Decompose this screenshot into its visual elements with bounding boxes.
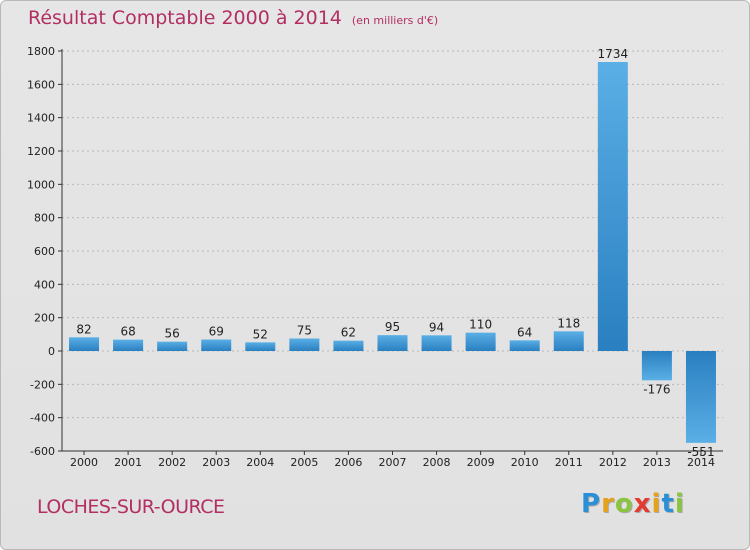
bar [201,339,232,351]
x-tick-label: 2009 [467,456,495,469]
y-tick-label: 1600 [27,78,55,91]
logo-letter: o [614,489,634,519]
data-label: 56 [165,327,180,341]
x-tick-label: 2006 [334,456,362,469]
bar [245,342,276,351]
x-tick-label: 2005 [290,456,318,469]
bar [289,338,320,351]
bar [333,340,364,351]
y-tick-label: 1800 [27,45,55,58]
bar [641,351,672,381]
data-label: 110 [469,318,492,332]
bar [465,332,496,351]
chart-subtitle: (en milliers d'€) [351,14,439,27]
data-label: 52 [253,327,268,341]
data-label: 1734 [598,47,629,61]
data-label: 64 [517,325,532,339]
y-tick-label: 800 [34,212,55,225]
x-tick-label: 2002 [158,456,186,469]
bar [685,351,716,443]
x-tick-label: 2004 [246,456,274,469]
data-label: 94 [429,320,444,334]
x-tick-label: 2011 [555,456,583,469]
bar [553,331,584,351]
data-label: 82 [76,322,91,336]
x-tick-label: 2001 [114,456,142,469]
y-tick-label: 400 [34,278,55,291]
x-tick-label: 2008 [423,456,451,469]
data-label: 68 [120,325,135,339]
bar [157,341,188,351]
y-tick-label: 600 [34,245,55,258]
title-row: Résultat Comptable 2000 à 2014 (en millie… [28,7,438,29]
x-tick-label: 2007 [379,456,407,469]
data-label: 75 [297,324,312,338]
logo-letter: P [581,489,602,519]
bar [113,339,144,351]
logo-letter: t [661,489,675,519]
y-tick-label: 200 [34,312,55,325]
data-label: 118 [557,316,580,330]
y-tick-label: 1200 [27,145,55,158]
logo-letter: x [633,489,652,519]
city-name: LOCHES-SUR-OURCE [37,496,225,518]
y-tick-label: -600 [30,445,55,458]
logo-letter: r [601,489,615,519]
data-label: -176 [643,382,670,396]
bar [597,62,628,351]
x-tick-label: 2013 [643,456,671,469]
y-tick-label: 1000 [27,178,55,191]
x-tick-label: 2000 [70,456,98,469]
y-tick-label: -200 [30,378,55,391]
y-tick-label: 1400 [27,112,55,125]
data-label: 69 [209,325,224,339]
bar [377,335,408,351]
proxiti-logo[interactable]: Proxiti [581,489,685,519]
y-tick-label: 0 [48,345,55,358]
y-tick-label: -400 [30,412,55,425]
logo-letter: i [674,489,685,519]
bar [509,340,540,351]
x-tick-label: 2012 [599,456,627,469]
x-tick-label: 2010 [511,456,539,469]
logo-letter: i [651,489,662,519]
x-tick-label: 2003 [202,456,230,469]
bar [421,335,452,351]
chart-title: Résultat Comptable 2000 à 2014 [28,7,342,29]
data-label: 95 [385,320,400,334]
x-tick-label: 2014 [687,456,715,469]
bar [69,337,100,351]
data-label: 62 [341,326,356,340]
